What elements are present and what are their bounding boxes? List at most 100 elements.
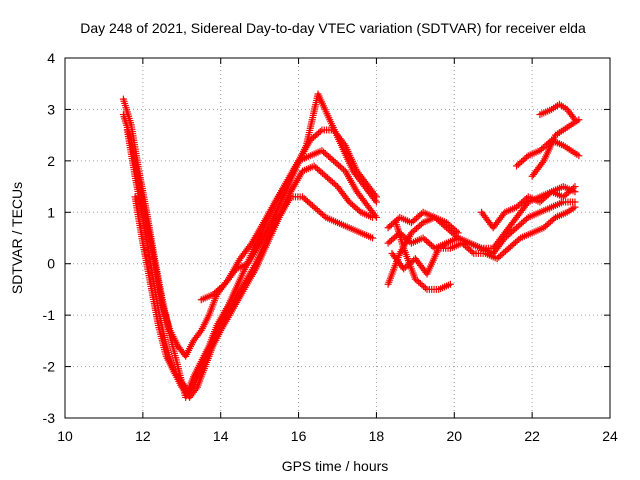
data-point [421,235,429,243]
data-point [449,224,457,232]
y-tick-label: -3 [43,410,56,426]
data-point [571,203,579,211]
data-point [538,145,546,153]
data-point [407,219,415,227]
data-point [508,241,516,249]
data-point [326,154,334,162]
data-point [545,219,553,227]
data-point [501,234,509,242]
data-point [400,265,408,273]
data-point [563,190,571,198]
y-tick-label: -2 [43,359,56,375]
data-point [511,225,519,233]
data-point [458,239,466,247]
data-point [416,222,424,230]
data-point [320,148,328,156]
data-point [463,244,471,252]
data-point [516,200,524,208]
series-track-11 [528,116,583,180]
data-point [331,158,339,166]
data-point [412,224,420,232]
data-point [514,161,522,169]
series-track-10 [513,136,583,170]
plot-frame [64,57,611,419]
data-point [212,288,220,296]
data-point [315,208,323,216]
data-point [389,235,397,243]
x-tick-label: 20 [446,428,462,444]
data-point [411,226,419,234]
data-point [419,234,427,242]
data-point [354,205,362,213]
data-point [465,245,473,253]
data-point [569,184,577,192]
data-point [501,247,509,255]
data-point [313,130,321,138]
data-point [318,169,326,177]
data-point [330,157,338,165]
y-tick-label: 4 [47,50,55,66]
data-point [328,178,336,186]
data-point [468,248,476,256]
data-point [448,223,456,231]
data-point [571,183,579,191]
data-point [421,284,429,292]
data-point [548,216,556,224]
data-point [514,202,522,210]
data-point [495,253,503,261]
data-point [493,255,501,263]
data-point [521,155,529,163]
data-point [209,291,217,299]
data-point [416,211,424,219]
data-point [424,238,432,246]
data-point [409,217,417,225]
data-point [523,153,531,161]
data-point [412,214,420,222]
data-point [500,236,508,244]
data-point [300,194,308,202]
data-point [335,161,343,169]
data-point [539,159,547,167]
data-point [411,275,419,283]
data-point [536,198,544,206]
series-track-4 [131,193,377,396]
data-point [515,235,523,243]
data-point [219,282,227,290]
data-point [550,215,558,223]
x-tick-label: 24 [602,428,618,444]
data-point [418,281,426,289]
data-point [544,191,552,199]
data-point [575,152,583,160]
series-track-13 [384,213,462,288]
data-point [315,166,323,174]
data-point [384,224,392,232]
data-point [336,163,344,171]
data-point [196,328,204,336]
data-point [543,192,551,200]
data-point [416,280,424,288]
data-point [298,193,306,201]
data-point [518,199,526,207]
data-point [312,205,320,213]
data-point [516,159,524,167]
data-point [313,206,321,214]
data-point [514,222,522,230]
data-point [500,249,508,257]
data-point [317,168,325,176]
data-point [498,250,506,258]
data-point [217,283,225,291]
data-point [352,204,360,212]
data-point [322,172,330,180]
data-point [461,242,469,250]
data-point [302,196,310,204]
data-point [338,164,346,172]
data-point [216,285,224,293]
data-point [327,177,335,185]
data-point [330,180,338,188]
data-point [519,218,527,226]
data-point [420,282,428,290]
data-point [503,246,511,254]
data-point [384,239,392,247]
data-point [443,219,450,227]
data-point [446,280,454,288]
